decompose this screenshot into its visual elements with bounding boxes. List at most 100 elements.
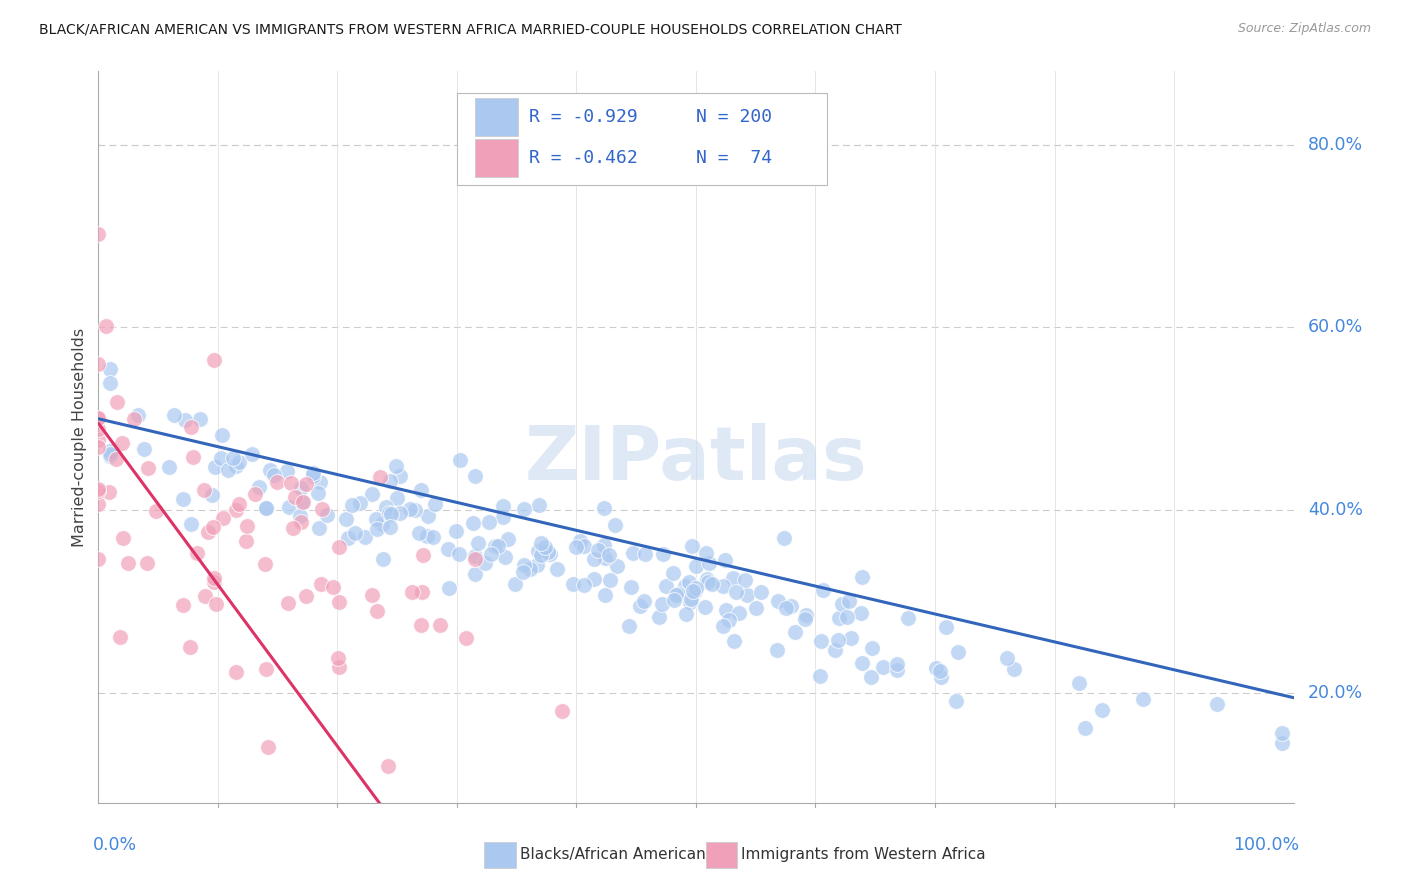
Point — [696, 572, 718, 586]
Point — [308, 521, 330, 535]
Point — [711, 579, 734, 593]
Point — [202, 571, 225, 585]
Point — [538, 547, 561, 561]
Point — [172, 598, 194, 612]
Point — [423, 497, 446, 511]
Point — [311, 502, 333, 516]
FancyBboxPatch shape — [706, 841, 737, 868]
Point — [456, 631, 478, 645]
Point — [492, 499, 515, 513]
Point — [662, 593, 685, 607]
Text: 60.0%: 60.0% — [1308, 318, 1362, 336]
Point — [87, 422, 110, 436]
Point — [766, 593, 789, 607]
Point — [429, 617, 451, 632]
Point — [700, 576, 723, 591]
Point — [94, 318, 117, 333]
Point — [256, 740, 278, 755]
Point — [780, 599, 803, 613]
Point — [202, 353, 225, 368]
Point — [284, 490, 307, 504]
Point — [839, 631, 862, 645]
Point — [87, 410, 110, 425]
Point — [181, 450, 204, 465]
Point — [228, 497, 250, 511]
Point — [679, 595, 702, 609]
FancyBboxPatch shape — [475, 98, 517, 136]
Point — [886, 663, 908, 677]
Point — [98, 443, 122, 458]
Point — [87, 357, 110, 371]
Point — [361, 487, 384, 501]
Text: 20.0%: 20.0% — [1308, 684, 1362, 702]
Point — [598, 548, 620, 562]
Text: R = -0.462: R = -0.462 — [529, 149, 637, 167]
Point — [1132, 692, 1154, 706]
Point — [494, 550, 516, 565]
Point — [378, 506, 401, 520]
Text: N = 200: N = 200 — [696, 109, 772, 127]
Point — [211, 428, 233, 442]
Point — [461, 516, 484, 530]
Point — [766, 642, 789, 657]
Point — [328, 659, 350, 673]
Text: Immigrants from Western Africa: Immigrants from Western Africa — [741, 847, 986, 863]
Point — [464, 567, 486, 582]
Text: Blacks/African Americans: Blacks/African Americans — [520, 847, 714, 863]
Point — [824, 642, 846, 657]
Point — [87, 440, 110, 454]
Point — [586, 543, 609, 558]
Point — [546, 562, 568, 576]
Point — [697, 556, 720, 570]
Point — [527, 498, 550, 512]
Point — [526, 558, 548, 572]
Point — [1067, 676, 1090, 690]
Point — [342, 498, 364, 512]
Point — [335, 512, 357, 526]
Point — [204, 460, 226, 475]
Point — [728, 606, 751, 620]
Point — [574, 578, 596, 592]
Point — [808, 669, 831, 683]
Point — [793, 612, 815, 626]
Point — [254, 558, 277, 572]
Text: R = -0.929: R = -0.929 — [529, 109, 637, 127]
Point — [436, 541, 458, 556]
Point — [163, 408, 186, 422]
Point — [714, 603, 737, 617]
Point — [599, 574, 621, 588]
Point — [655, 579, 678, 593]
Point — [389, 506, 412, 520]
Point — [606, 559, 628, 574]
Point — [316, 508, 339, 522]
Point — [464, 551, 486, 566]
Point — [995, 651, 1018, 665]
Point — [849, 607, 872, 621]
Point — [734, 573, 756, 587]
Point — [831, 597, 853, 611]
Point — [527, 544, 550, 558]
Point — [1073, 722, 1095, 736]
Point — [291, 495, 314, 509]
Point — [530, 536, 553, 550]
Point — [291, 495, 314, 509]
Point — [385, 491, 408, 505]
Point — [583, 572, 606, 586]
Point — [366, 512, 388, 526]
Point — [513, 558, 536, 573]
Point — [235, 518, 257, 533]
Point — [294, 589, 316, 603]
Point — [810, 633, 832, 648]
Point — [897, 611, 920, 625]
Point — [380, 475, 402, 489]
Point — [479, 547, 502, 561]
Point — [569, 534, 592, 549]
Point — [87, 484, 110, 499]
Point — [662, 566, 685, 581]
Point — [519, 562, 541, 576]
Point — [401, 585, 423, 599]
Point — [811, 583, 834, 598]
Point — [97, 484, 120, 499]
Point — [723, 571, 745, 585]
Text: 40.0%: 40.0% — [1308, 501, 1362, 519]
